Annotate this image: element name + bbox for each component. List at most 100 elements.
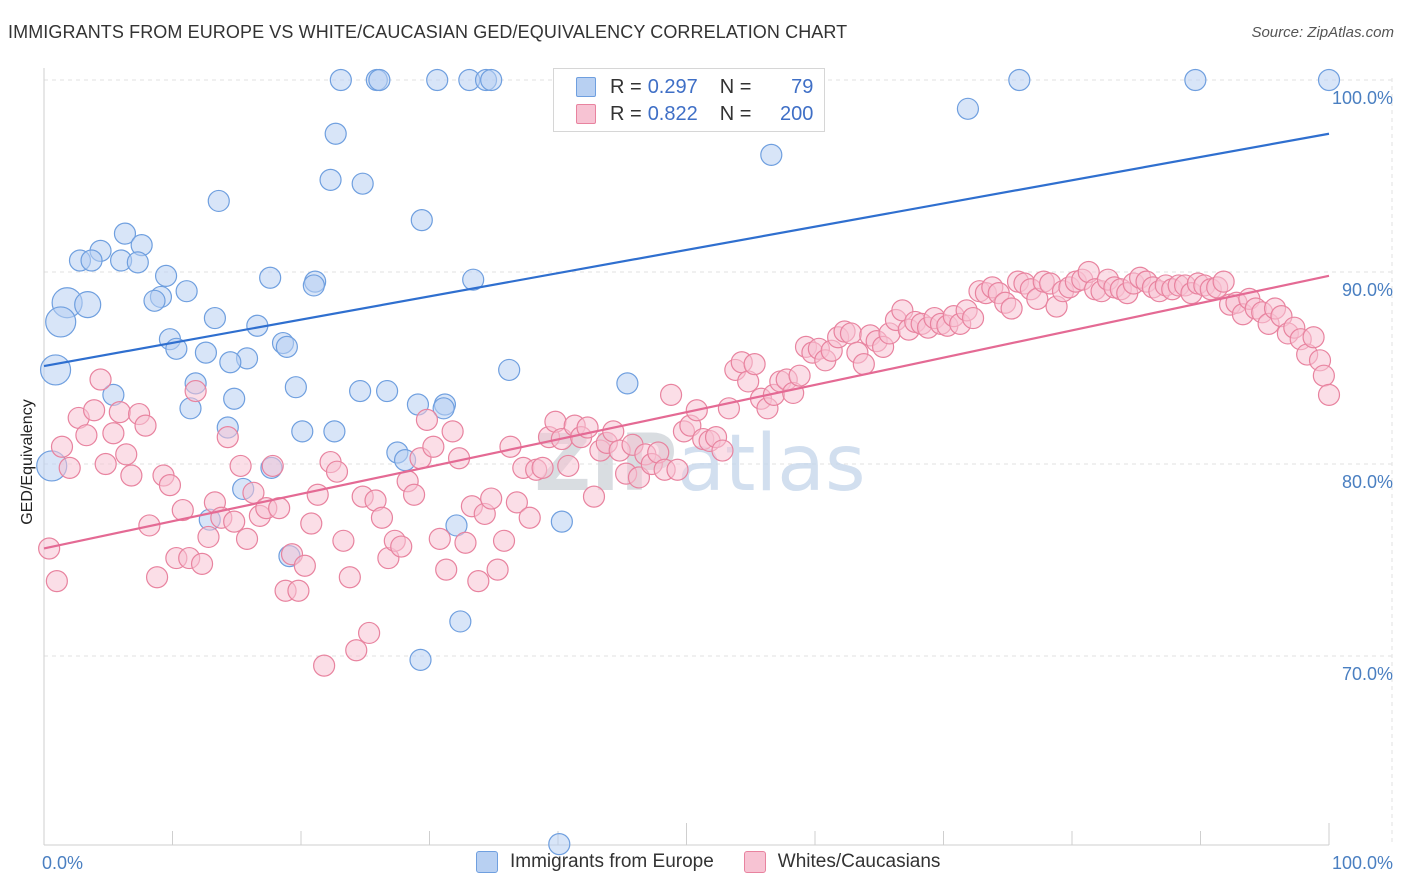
point-whites [402, 483, 426, 506]
point-immigrants [426, 68, 449, 92]
legend-swatch-blue [476, 851, 498, 873]
point-whites [1302, 326, 1325, 349]
legend-r-value: 0.822 [647, 102, 698, 125]
point-whites [115, 443, 138, 466]
point-whites [467, 570, 490, 593]
trend-line-immigrants [43, 132, 1330, 368]
point-whites [441, 420, 464, 443]
point-whites [711, 439, 734, 462]
point-whites [120, 464, 143, 487]
point-immigrants [449, 610, 472, 633]
point-whites [94, 452, 117, 476]
point-immigrants [550, 510, 573, 533]
x-tick-label: 0.0% [42, 853, 83, 873]
point-immigrants [956, 97, 980, 120]
point-immigrants [219, 351, 242, 374]
y-axis-label: GED/Equivalency [19, 399, 36, 524]
point-immigrants [498, 358, 521, 382]
point-immigrants [319, 168, 342, 191]
point-whites [306, 483, 329, 506]
point-whites [287, 579, 310, 602]
point-whites [659, 383, 683, 406]
point-whites [852, 353, 875, 376]
point-whites [666, 458, 689, 481]
point-whites [338, 566, 361, 589]
point-immigrants [302, 274, 325, 297]
point-whites [839, 322, 863, 345]
point-immigrants [323, 420, 346, 443]
point-whites [788, 364, 811, 387]
point-immigrants [207, 189, 230, 213]
legend-r-label: R = [610, 102, 642, 125]
point-whites [358, 621, 381, 645]
point-whites [1317, 383, 1341, 406]
point-whites [293, 554, 316, 577]
point-immigrants [45, 306, 77, 338]
point-whites [505, 491, 528, 514]
point-immigrants [375, 379, 399, 403]
legend-item-whites: Whites/Caucasians [743, 851, 941, 873]
point-immigrants [329, 68, 352, 92]
source-label: Source: ZipAtlas.com [1251, 24, 1394, 41]
point-whites [216, 426, 239, 449]
legend-swatch-blue [576, 77, 596, 97]
point-immigrants [291, 420, 314, 443]
point-immigrants [175, 280, 198, 303]
point-immigrants [760, 143, 783, 166]
point-whites [627, 466, 651, 489]
point-immigrants [80, 249, 103, 272]
legend-n-value: 79 [791, 75, 814, 98]
point-immigrants [445, 514, 468, 537]
point-whites [486, 558, 509, 581]
legend-row-immigrants: R = 0.297 N = 79 [576, 75, 813, 99]
point-whites [435, 558, 458, 581]
point-whites [158, 474, 182, 497]
legend-label-immigrants: Immigrants from Europe [510, 851, 714, 872]
y-tick-label: 70.0% [1342, 664, 1393, 684]
legend-r-value: 0.297 [647, 75, 698, 98]
point-whites [390, 535, 413, 558]
point-whites [415, 408, 439, 431]
point-whites [235, 527, 259, 550]
point-immigrants [113, 222, 137, 245]
legend-n-label: N = [719, 102, 752, 125]
point-whites [261, 454, 284, 478]
point-immigrants [324, 122, 347, 145]
point-immigrants [275, 335, 298, 358]
point-whites [313, 654, 336, 677]
point-whites [184, 379, 207, 403]
point-immigrants [194, 341, 218, 364]
stats-legend: R = 0.297 N = 79 R = 0.822 N = 200 [553, 68, 825, 132]
legend-r-label: R = [610, 75, 642, 98]
point-immigrants [1008, 68, 1031, 92]
point-whites [1212, 270, 1235, 293]
point-immigrants [1317, 68, 1341, 92]
point-whites [89, 368, 112, 391]
point-immigrants [126, 251, 149, 274]
point-whites [229, 454, 252, 478]
point-whites [75, 424, 98, 447]
point-immigrants [39, 354, 72, 386]
point-immigrants [349, 379, 372, 403]
point-whites [492, 529, 516, 552]
point-whites [83, 399, 106, 422]
legend-swatch-pink [743, 851, 766, 873]
point-immigrants [616, 372, 639, 395]
point-whites [171, 498, 194, 522]
point-immigrants [432, 397, 455, 420]
point-whites [961, 306, 985, 330]
point-whites [557, 454, 580, 478]
point-whites [300, 512, 323, 535]
legend-n-value: 200 [780, 102, 814, 125]
y-tick-label: 100.0% [1332, 88, 1393, 108]
point-immigrants [1184, 68, 1207, 92]
point-whites [332, 529, 355, 552]
point-immigrants [74, 291, 102, 319]
y-tick-label: 80.0% [1342, 472, 1393, 492]
y-tick-label: 90.0% [1342, 280, 1393, 300]
point-immigrants [284, 376, 307, 399]
point-immigrants [462, 268, 485, 291]
point-whites [58, 456, 81, 479]
legend-label-whites: Whites/Caucasians [777, 851, 941, 872]
